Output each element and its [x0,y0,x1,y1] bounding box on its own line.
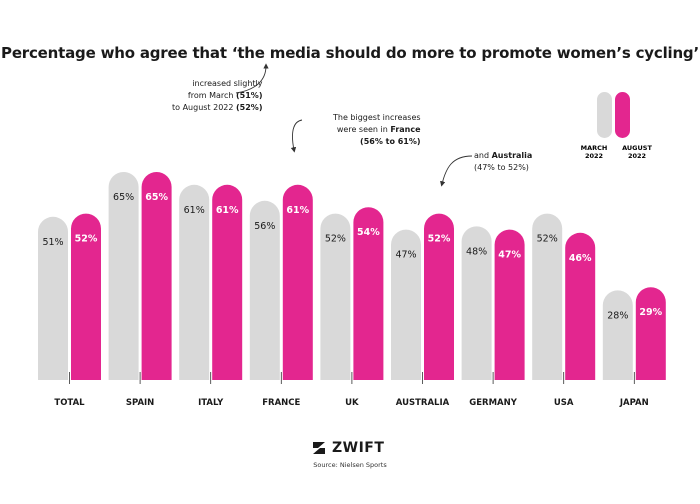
bar-italy-march [179,184,210,380]
value-label-australia-august: 52% [428,234,451,245]
value-label-uk-august: 54% [357,227,380,238]
annotation-france: The biggest increases were seen in Franc… [333,112,421,148]
bar-total-august [71,213,101,380]
value-label-germany-march: 48% [466,246,487,257]
value-label-japan-august: 29% [639,307,662,318]
arrow-australia [440,155,473,187]
value-label-australia-march: 47% [395,250,416,261]
bar-germany-march [461,226,492,380]
value-label-italy-august: 61% [216,205,239,216]
annotation-france-line1: The biggest increases [333,113,421,122]
arrow-total [235,63,269,94]
category-label-germany: GERMANY [469,398,517,408]
annotation-australia: and Australia (47% to 52%) [474,150,532,174]
bar-uk-august [353,207,384,380]
value-label-spain-march: 65% [113,192,134,203]
annotation-total-line2: from March (51%) [187,91,263,100]
annotation-france-line2: were seen in France [336,125,421,134]
logo-text: ZWIFT [332,440,385,456]
value-label-usa-march: 52% [537,234,558,245]
category-label-spain: SPAIN [126,398,154,408]
value-label-france-august: 61% [286,205,309,216]
annotation-australia-line2: (47% to 52%) [474,163,529,172]
value-label-uk-march: 52% [325,234,346,245]
bars-group: 51% 52% TOTAL 65% 65% SPAIN 61% 61% ITALY 56% 61% F… [38,172,666,408]
category-label-total: TOTAL [54,398,85,408]
bar-total-march [38,216,68,380]
category-label-australia: AUSTRALIA [396,398,450,408]
source-note: Source: Nielsen Sports [313,461,387,469]
annotation-arrows [235,63,473,187]
zwift-mark-icon [313,442,325,454]
bar-japan-march [602,290,633,380]
value-label-italy-march: 61% [184,205,205,216]
legend-march-label-1: MARCH [581,144,608,152]
legend-august-label-2: 2022 [628,152,646,160]
bar-france-august [282,184,313,380]
bar-spain-march [108,172,139,380]
bar-usa-august [565,232,596,380]
category-label-italy: ITALY [198,398,224,408]
category-label-uk: UK [345,398,359,408]
arrow-france [290,119,303,153]
category-label-france: FRANCE [262,398,300,408]
legend: MARCH 2022 AUGUST 2022 [581,92,652,160]
bar-usa-march [532,213,563,380]
value-label-japan-march: 28% [607,310,628,321]
chart-title: Percentage who agree that ‘the media sho… [1,44,699,62]
value-label-total-march: 51% [42,237,63,248]
value-label-spain-august: 65% [145,192,168,203]
bar-italy-august [212,184,243,380]
annotation-total-line1: increased slightly [192,79,263,88]
legend-august-label-1: AUGUST [622,144,652,152]
zwift-logo: ZWIFT [312,440,384,456]
bar-australia-august [424,213,454,380]
bar-france-march [249,200,280,380]
category-label-usa: USA [554,398,574,408]
annotation-france-line3: (56% to 61%) [360,137,421,146]
value-label-usa-august: 46% [569,253,592,264]
annotation-total-line3: to August 2022 (52%) [172,103,263,112]
value-label-france-march: 56% [254,221,275,232]
annotation-total: increased slightly from March (51%) to A… [172,78,262,114]
bar-australia-march [391,229,421,380]
bar-uk-march [320,213,351,380]
category-label-japan: JAPAN [619,398,649,408]
bar-spain-august [141,172,172,380]
bar-japan-august [635,287,666,380]
bar-germany-august [494,229,525,380]
value-label-germany-august: 47% [498,250,521,261]
legend-march-swatch [597,92,612,138]
legend-august-swatch [615,92,630,138]
legend-march-label-2: 2022 [585,152,603,160]
annotation-australia-line1: and Australia [474,151,533,160]
value-label-total-august: 52% [75,234,98,245]
